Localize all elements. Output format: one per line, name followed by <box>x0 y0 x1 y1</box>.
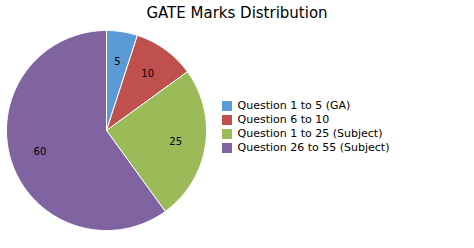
svg-text:25: 25 <box>169 136 182 147</box>
html-text:GATE Marks Distribution: GATE Marks Distribution <box>146 4 328 22</box>
svg-text:5: 5 <box>114 56 120 67</box>
html-text:Question 1 to 5 (GA): Question 1 to 5 (GA) <box>237 99 351 113</box>
svg-text:10: 10 <box>141 68 154 79</box>
html-text:Question 6 to 10: Question 6 to 10 <box>237 113 330 127</box>
html-text:Question 26 to 55 (Subject): Question 26 to 55 (Subject) <box>237 141 390 155</box>
html-text:Question 1 to 25 (Subject): Question 1 to 25 (Subject) <box>237 127 383 141</box>
svg-text:60: 60 <box>34 146 47 157</box>
